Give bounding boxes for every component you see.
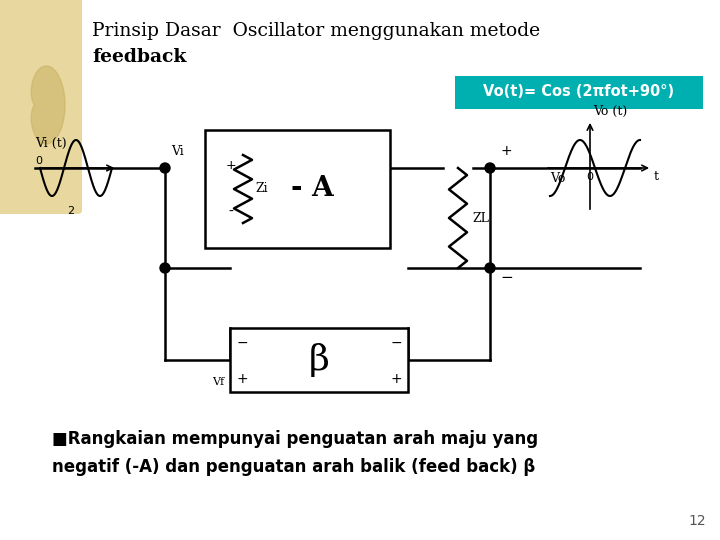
Text: −: −: [500, 270, 513, 285]
Bar: [205, 130, 390, 248]
Text: - A: - A: [291, 176, 334, 202]
Text: Prinsip Dasar  Oscillator menggunakan metode: Prinsip Dasar Oscillator menggunakan met…: [92, 22, 540, 40]
Circle shape: [160, 163, 170, 173]
Text: negatif (-A) dan penguatan arah balik (feed back) β: negatif (-A) dan penguatan arah balik (f…: [52, 458, 535, 476]
Text: ■Rangkaian mempunyai penguatan arah maju yang: ■Rangkaian mempunyai penguatan arah maju…: [52, 430, 538, 448]
Text: Vi: Vi: [171, 145, 184, 158]
Polygon shape: [31, 66, 65, 144]
Text: +: +: [225, 159, 236, 172]
FancyBboxPatch shape: [0, 0, 82, 214]
Text: 12: 12: [688, 514, 706, 528]
Text: +: +: [236, 372, 248, 386]
Text: 0: 0: [35, 156, 42, 166]
Text: Zi: Zi: [255, 183, 268, 195]
Text: feedback: feedback: [92, 48, 186, 66]
Text: Vf: Vf: [212, 377, 224, 387]
Bar: [230, 328, 408, 392]
Text: +: +: [500, 144, 512, 158]
Text: −: −: [390, 336, 402, 350]
Text: ZL: ZL: [472, 212, 489, 225]
Text: Vo(t)= Cos (2πfot+90°): Vo(t)= Cos (2πfot+90°): [483, 84, 675, 99]
Circle shape: [160, 263, 170, 273]
Text: 0: 0: [587, 172, 593, 182]
Circle shape: [485, 263, 495, 273]
Text: Vi (t): Vi (t): [35, 137, 67, 150]
Text: 2: 2: [68, 206, 75, 216]
Text: t: t: [654, 170, 659, 183]
Bar: [455, 76, 703, 109]
Text: −: −: [236, 336, 248, 350]
Text: -: -: [228, 205, 233, 219]
Text: +: +: [390, 372, 402, 386]
Text: β: β: [309, 343, 330, 377]
Circle shape: [485, 163, 495, 173]
Text: Vo (t): Vo (t): [593, 105, 627, 118]
Text: Vo: Vo: [550, 172, 565, 185]
